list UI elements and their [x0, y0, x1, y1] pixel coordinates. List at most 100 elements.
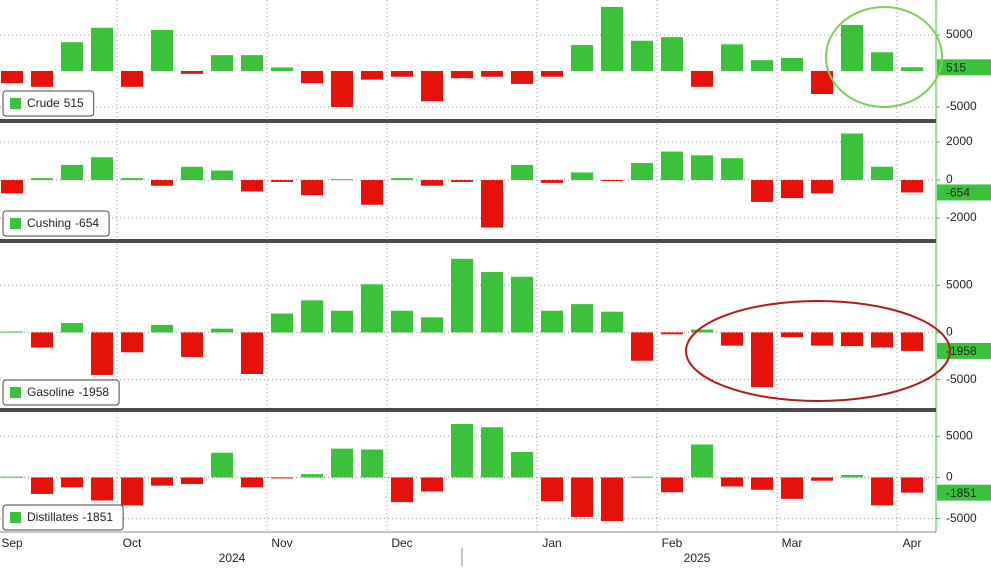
bar [871, 332, 893, 348]
bar [271, 477, 293, 479]
bar [211, 328, 233, 333]
x-tick-label: Jan [542, 536, 561, 550]
bar [301, 180, 323, 196]
bar [691, 70, 713, 87]
bar [451, 258, 473, 333]
bar [1, 180, 23, 194]
bar [511, 276, 533, 333]
x-tick-label: Apr [903, 536, 922, 550]
bar [391, 70, 413, 77]
bar [721, 332, 743, 346]
bar [421, 477, 443, 492]
x-tick-label: Sep [1, 536, 23, 550]
bar [601, 311, 623, 333]
bar [151, 477, 173, 486]
bar [331, 70, 353, 107]
legend-value: -1851 [82, 510, 113, 524]
y-tick-label: -5000 [946, 372, 977, 386]
bar [751, 180, 773, 202]
bar [571, 477, 593, 517]
bar [181, 70, 203, 74]
last-value-label: -1851 [946, 486, 977, 500]
legend-swatch [10, 98, 21, 109]
bar [511, 70, 533, 84]
last-value-tag [937, 484, 991, 501]
bar [31, 332, 53, 348]
last-value-tag [937, 59, 991, 76]
bar [661, 477, 683, 493]
last-value-tag [937, 184, 991, 201]
bar [511, 451, 533, 478]
bar [241, 477, 263, 488]
bar [421, 70, 443, 102]
bar [361, 284, 383, 333]
bar [541, 477, 563, 502]
legend-label: Cushing [27, 216, 71, 230]
bar [211, 170, 233, 181]
bar [91, 27, 113, 71]
bar [271, 180, 293, 182]
bar [901, 67, 923, 71]
bar [631, 40, 653, 71]
bar [301, 70, 323, 84]
bar [721, 44, 743, 71]
bar [781, 332, 803, 338]
bar [331, 448, 353, 478]
plot-area: Sep Oct Nov Dec Jan Feb Mar Apr -5000 5000 515 Crud… [0, 0, 991, 550]
bar [571, 304, 593, 333]
bar [91, 332, 113, 375]
bar [241, 332, 263, 374]
bar [721, 477, 743, 487]
bar [391, 178, 413, 181]
x-tick-label: Feb [662, 536, 683, 550]
bar [871, 52, 893, 71]
bar [511, 164, 533, 181]
bar [151, 29, 173, 71]
bar [541, 180, 563, 183]
bar [121, 332, 143, 353]
bar [661, 332, 683, 335]
y-tick-label: 5000 [946, 428, 973, 442]
bar [1, 476, 23, 478]
bar [691, 329, 713, 333]
legend-label: Gasoline [27, 385, 75, 399]
bar [1, 331, 23, 333]
x-tick-label: Dec [391, 536, 412, 550]
bar [811, 70, 833, 95]
bar [271, 67, 293, 71]
bar [361, 449, 383, 478]
y-tick-label: -5000 [946, 511, 977, 525]
bar [361, 180, 383, 205]
bar [481, 70, 503, 77]
bar [451, 70, 473, 79]
legend-value: -1958 [78, 385, 109, 399]
bar [631, 332, 653, 361]
bar [631, 476, 653, 478]
bar [61, 164, 83, 181]
bar [61, 477, 83, 488]
legend-value: -654 [75, 216, 99, 230]
y-tick-label: 0 [946, 325, 953, 339]
bar [181, 332, 203, 357]
bar [121, 178, 143, 181]
bar [541, 310, 563, 333]
bar [181, 166, 203, 181]
bar [301, 474, 323, 478]
bar [601, 180, 623, 182]
legend-box [2, 210, 110, 237]
bar [181, 477, 203, 485]
bar [541, 70, 563, 77]
legend-swatch [10, 387, 21, 398]
bar [241, 55, 263, 71]
bar [91, 157, 113, 181]
legend-label: Crude [27, 96, 60, 110]
y-tick-label: 2000 [946, 134, 973, 148]
bar [841, 133, 863, 181]
legend-swatch [10, 218, 21, 229]
bar [301, 300, 323, 333]
bar [661, 151, 683, 181]
bar [901, 180, 923, 193]
bar [481, 180, 503, 228]
legend-swatch [10, 512, 21, 523]
bar [391, 477, 413, 503]
